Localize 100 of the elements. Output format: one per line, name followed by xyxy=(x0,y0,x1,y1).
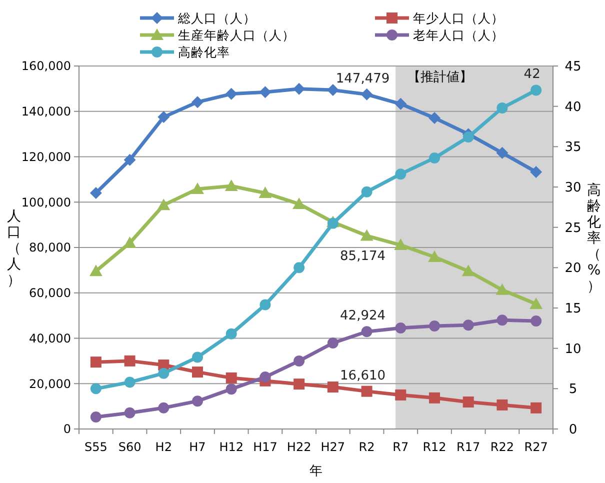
point xyxy=(292,197,306,209)
point xyxy=(90,383,102,394)
point xyxy=(462,396,474,408)
y-tick-label: 80,000 xyxy=(29,240,71,255)
x-tick-label: H27 xyxy=(320,440,346,454)
y2-axis-title: 高齢化率（%） xyxy=(587,182,601,294)
point xyxy=(124,376,136,388)
y-tick-label: 120,000 xyxy=(21,150,71,164)
point xyxy=(428,250,441,262)
point xyxy=(226,328,237,340)
point xyxy=(429,152,440,164)
point xyxy=(395,322,406,334)
point xyxy=(192,366,203,378)
point xyxy=(89,264,102,276)
point xyxy=(327,382,338,393)
y2-tick-label: 35 xyxy=(564,140,582,156)
x-tick-label: H22 xyxy=(286,440,312,454)
x-tick-label: S60 xyxy=(118,440,142,454)
point xyxy=(157,198,170,210)
point xyxy=(530,316,542,327)
point xyxy=(192,352,203,363)
point xyxy=(294,262,305,274)
point xyxy=(294,378,305,390)
x-tick-label: R2 xyxy=(358,440,375,454)
point xyxy=(191,182,204,194)
point xyxy=(226,384,237,395)
point xyxy=(395,389,406,400)
point xyxy=(429,320,440,332)
y-axis-title: 人口（人） xyxy=(7,208,21,288)
point xyxy=(158,402,170,414)
data-label: 42,924 xyxy=(340,308,386,324)
point xyxy=(394,98,407,110)
y-tick-label: 60,000 xyxy=(29,286,71,300)
x-tick-label: H2 xyxy=(155,440,172,454)
x-tick-label: H17 xyxy=(253,440,278,454)
point xyxy=(124,154,136,166)
point xyxy=(225,88,238,100)
point xyxy=(462,131,474,142)
x-tick-label: R7 xyxy=(392,440,409,454)
point xyxy=(428,112,440,124)
y-tick-label: 20,000 xyxy=(29,376,71,391)
band-label: 【推計値】 xyxy=(408,70,473,85)
point xyxy=(224,180,238,192)
data-label: 16,610 xyxy=(340,368,386,384)
x-tick-label: R22 xyxy=(490,440,514,454)
point xyxy=(260,372,271,383)
point xyxy=(192,396,203,407)
point xyxy=(327,338,338,349)
point xyxy=(361,386,372,397)
y2-tick-label: 40 xyxy=(564,100,582,115)
point xyxy=(124,407,136,418)
y-tick-label: 0 xyxy=(63,422,71,436)
point xyxy=(124,355,136,366)
x-tick-label: R17 xyxy=(456,440,480,454)
point xyxy=(496,399,508,410)
point xyxy=(462,264,475,276)
y2-tick-label: 25 xyxy=(564,220,582,236)
point xyxy=(530,84,542,96)
point xyxy=(530,402,542,414)
y-tick-label: 140,000 xyxy=(21,104,71,119)
y2-tick-label: 0 xyxy=(568,422,578,438)
x-tick-label: H12 xyxy=(219,440,244,454)
x-axis-title: 年 xyxy=(310,464,322,479)
point xyxy=(394,238,408,250)
point xyxy=(90,187,102,200)
y2-tick-label: 10 xyxy=(564,342,582,357)
x-tick-label: H7 xyxy=(189,440,206,454)
point xyxy=(192,96,204,108)
point xyxy=(158,368,170,379)
y2-tick-label: 30 xyxy=(564,180,582,196)
point xyxy=(361,186,372,198)
point xyxy=(360,88,373,100)
point xyxy=(158,111,170,124)
point xyxy=(361,326,372,338)
point xyxy=(258,186,272,198)
point xyxy=(90,411,102,422)
point xyxy=(294,355,305,366)
data-label: 147,479 xyxy=(336,71,390,86)
point xyxy=(462,320,474,331)
point xyxy=(259,86,272,98)
point xyxy=(530,297,543,309)
y2-tick-label: 20 xyxy=(564,261,582,276)
y-tick-label: 160,000 xyxy=(21,59,71,74)
point xyxy=(226,372,237,384)
y2-tick-label: 15 xyxy=(564,302,582,317)
point xyxy=(293,82,306,95)
point xyxy=(260,299,271,310)
y2-tick-label: 45 xyxy=(564,60,582,75)
point xyxy=(496,102,508,114)
legend-label: 総人口（人） xyxy=(177,10,256,26)
point xyxy=(360,229,374,241)
y-tick-label: 100,000 xyxy=(21,195,71,210)
point xyxy=(496,314,508,326)
y2-tick-label: 5 xyxy=(568,382,578,398)
point xyxy=(496,146,508,159)
point xyxy=(90,356,102,368)
data-label: 42 xyxy=(524,67,540,82)
point xyxy=(429,392,440,404)
legend-label: 老年人口（人） xyxy=(413,27,504,42)
legend-label: 高齢化率 xyxy=(178,44,230,60)
